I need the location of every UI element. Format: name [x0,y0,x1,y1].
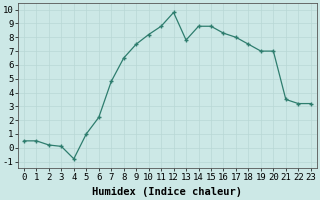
X-axis label: Humidex (Indice chaleur): Humidex (Indice chaleur) [92,187,242,197]
